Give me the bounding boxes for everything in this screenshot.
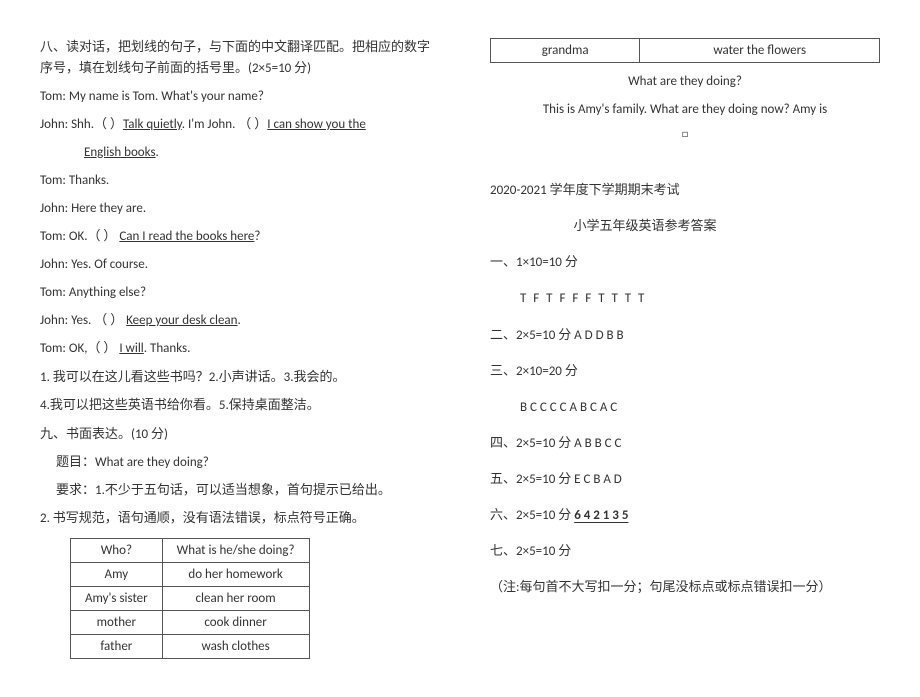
answer-5: 五、2×5=10 分 E C B A D	[490, 469, 880, 491]
answer-3-label: 三、2×10=20 分	[490, 361, 880, 383]
table-row: mothercook dinner	[71, 610, 310, 634]
table-cell: grandma	[491, 39, 640, 63]
answer-1-values: T F T F F F T T T T	[490, 288, 880, 310]
table-cell: Amy	[71, 562, 163, 586]
text: . I'm John. （ ）	[182, 117, 268, 132]
answer-subtitle: 小学五年级英语参考答案	[490, 216, 880, 238]
table-row: Amy's sisterclean her room	[71, 586, 310, 610]
s9-req2: 2. 书写规范，语句通顺，没有语法错误，标点符号正确。	[40, 508, 430, 530]
s9-req1: 要求：1.不少于五句话，可以适当想象，首句提示已给出。	[40, 480, 430, 502]
answer-key: 2020-2021 学年度下学期期末考试 小学五年级英语参考答案 一、1×10=…	[490, 180, 880, 599]
text: John: Yes. （ ）	[40, 313, 126, 328]
text: ?	[254, 229, 260, 244]
writing-prompt-table: Who? What is he/she doing? Amydo her hom…	[70, 538, 310, 659]
answer-3-values: B C C C C A B C A C	[490, 397, 880, 419]
text: .	[156, 145, 159, 160]
answer-2: 二、2×5=10 分 A D D B B	[490, 325, 880, 347]
table-row: fatherwash clothes	[71, 634, 310, 658]
text: Tom: OK.（ ）	[40, 229, 119, 244]
options-line-2: 4.我可以把这些英语书给你看。5.保持桌面整洁。	[40, 395, 430, 417]
section8-title: 八、读对话，把划线的句子，与下面的中文翻译匹配。把相应的数字序号，填在划线句子前…	[40, 38, 430, 80]
table-header: Who?	[71, 538, 163, 562]
table-cell: clean her room	[162, 586, 309, 610]
text: .	[238, 313, 241, 328]
table-cell: wash clothes	[162, 634, 309, 658]
right-column: grandmawater the flowers What are they d…	[490, 30, 880, 667]
options-line-1: 1. 我可以在这儿看这些书吗？2.小声讲话。3.我会的。	[40, 367, 430, 389]
underline-text: I can show you the	[267, 117, 366, 132]
table-row: Amydo her homework	[71, 562, 310, 586]
answer-6-label: 六、2×5=10 分	[490, 508, 574, 523]
underline-text: English books	[84, 145, 156, 160]
answer-6: 六、2×5=10 分 6 4 2 1 3 5	[490, 505, 880, 527]
dialogue-line: Tom: Thanks.	[40, 170, 430, 192]
section9-title: 九、书面表达。(10 分)	[40, 425, 430, 446]
dialogue-line: Tom: OK,（ ） I will. Thanks.	[40, 338, 430, 360]
answer-4: 四、2×5=10 分 A B B C C	[490, 433, 880, 455]
s9-topic: 题目：What are they doing?	[40, 452, 430, 474]
text: John: Shh.（ ）	[40, 117, 123, 132]
underline-text: Talk quietly	[123, 117, 182, 132]
center-dot-icon: □	[490, 127, 880, 140]
dialogue-line: Tom: OK.（ ） Can I read the books here?	[40, 226, 430, 248]
answer-note: （注:每句首不大写扣一分；句尾没标点或标点错误扣一分）	[490, 577, 880, 599]
dialogue-line: Tom: Anything else?	[40, 282, 430, 304]
underline-text: I will	[119, 341, 143, 356]
underline-text: Keep your desk clean	[126, 313, 237, 328]
page-columns: 八、读对话，把划线的句子，与下面的中文翻译匹配。把相应的数字序号，填在划线句子前…	[40, 30, 880, 667]
table-header: What is he/she doing?	[162, 538, 309, 562]
dialogue-line: John: Yes. Of course.	[40, 254, 430, 276]
table-cell: cook dinner	[162, 610, 309, 634]
answer-6-values: 6 4 2 1 3 5	[574, 508, 628, 523]
text: . Thanks.	[144, 341, 191, 356]
underline-text: Can I read the books here	[119, 229, 254, 244]
dialogue-line: Tom: My name is Tom. What's your name?	[40, 86, 430, 108]
answer-title: 2020-2021 学年度下学期期末考试	[490, 180, 880, 202]
table-cell: mother	[71, 610, 163, 634]
table-cell: father	[71, 634, 163, 658]
text: Tom: OK,（ ）	[40, 341, 119, 356]
table-cell: Amy's sister	[71, 586, 163, 610]
answer-1-label: 一、1×10=10 分	[490, 252, 880, 274]
dialogue-line: John: Here they are.	[40, 198, 430, 220]
answer-7: 七、2×5=10 分	[490, 541, 880, 563]
left-column: 八、读对话，把划线的句子，与下面的中文翻译匹配。把相应的数字序号，填在划线句子前…	[40, 30, 430, 667]
dialogue-line: John: Shh.（ ）Talk quietly. I'm John. （ ）…	[40, 114, 430, 136]
table-header-row: Who? What is he/she doing?	[71, 538, 310, 562]
dialogue-line: John: Yes. （ ） Keep your desk clean.	[40, 310, 430, 332]
table-cell: do her homework	[162, 562, 309, 586]
prompt-intro: This is Amy's family. What are they doin…	[490, 99, 880, 121]
prompt-question: What are they doing?	[490, 71, 880, 93]
dialogue-line-indent: English books.	[40, 142, 430, 164]
table-row: grandmawater the flowers	[491, 39, 880, 63]
table-cell: water the flowers	[640, 39, 880, 63]
writing-prompt-table-cont: grandmawater the flowers	[490, 38, 880, 63]
